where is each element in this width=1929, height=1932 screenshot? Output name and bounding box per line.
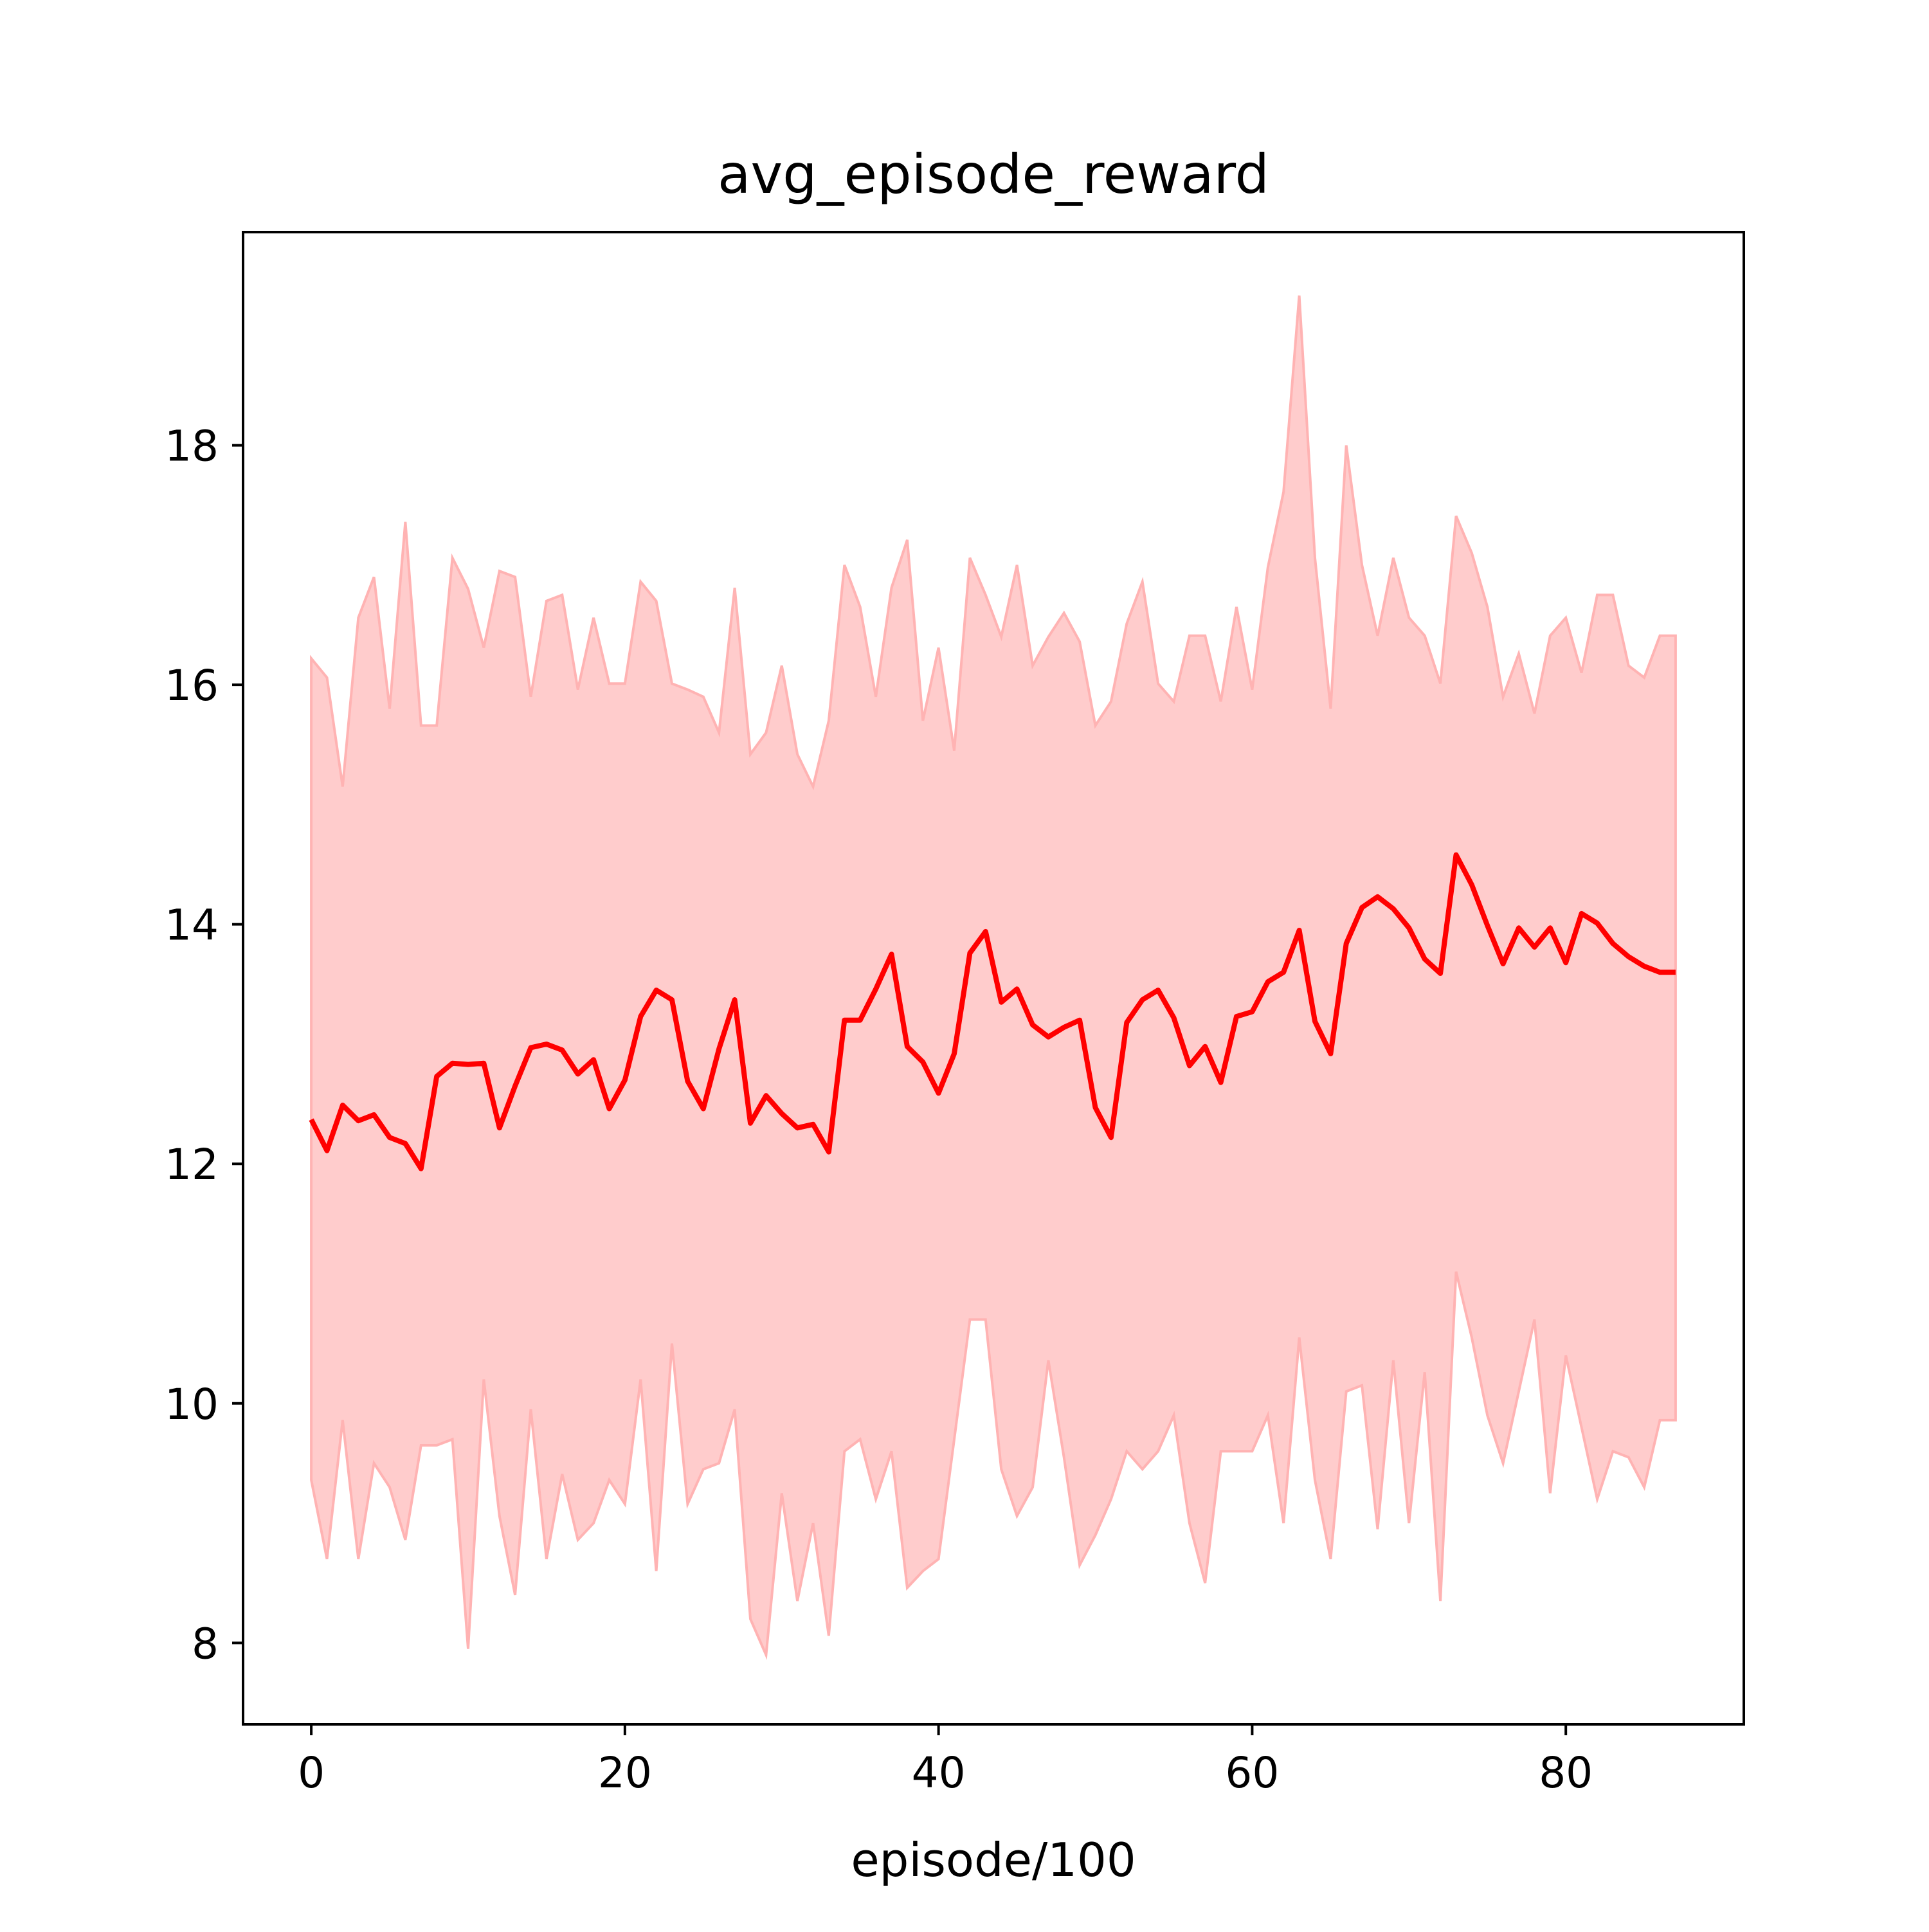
x-axis-label: episode/100	[851, 1833, 1136, 1887]
x-tick-label: 80	[1539, 1748, 1593, 1798]
x-tick-label: 0	[298, 1748, 325, 1798]
y-tick-label: 12	[165, 1140, 219, 1189]
y-tick-label: 16	[165, 661, 219, 710]
y-tick-label: 8	[192, 1619, 219, 1668]
y-tick-label: 10	[165, 1380, 219, 1429]
y-tick-label: 18	[165, 422, 219, 471]
x-tick-label: 40	[912, 1748, 966, 1798]
y-tick-label: 14	[165, 901, 219, 950]
x-tick-label: 20	[598, 1748, 652, 1798]
x-tick-label: 60	[1225, 1748, 1279, 1798]
chart-title: avg_episode_reward	[718, 143, 1269, 206]
